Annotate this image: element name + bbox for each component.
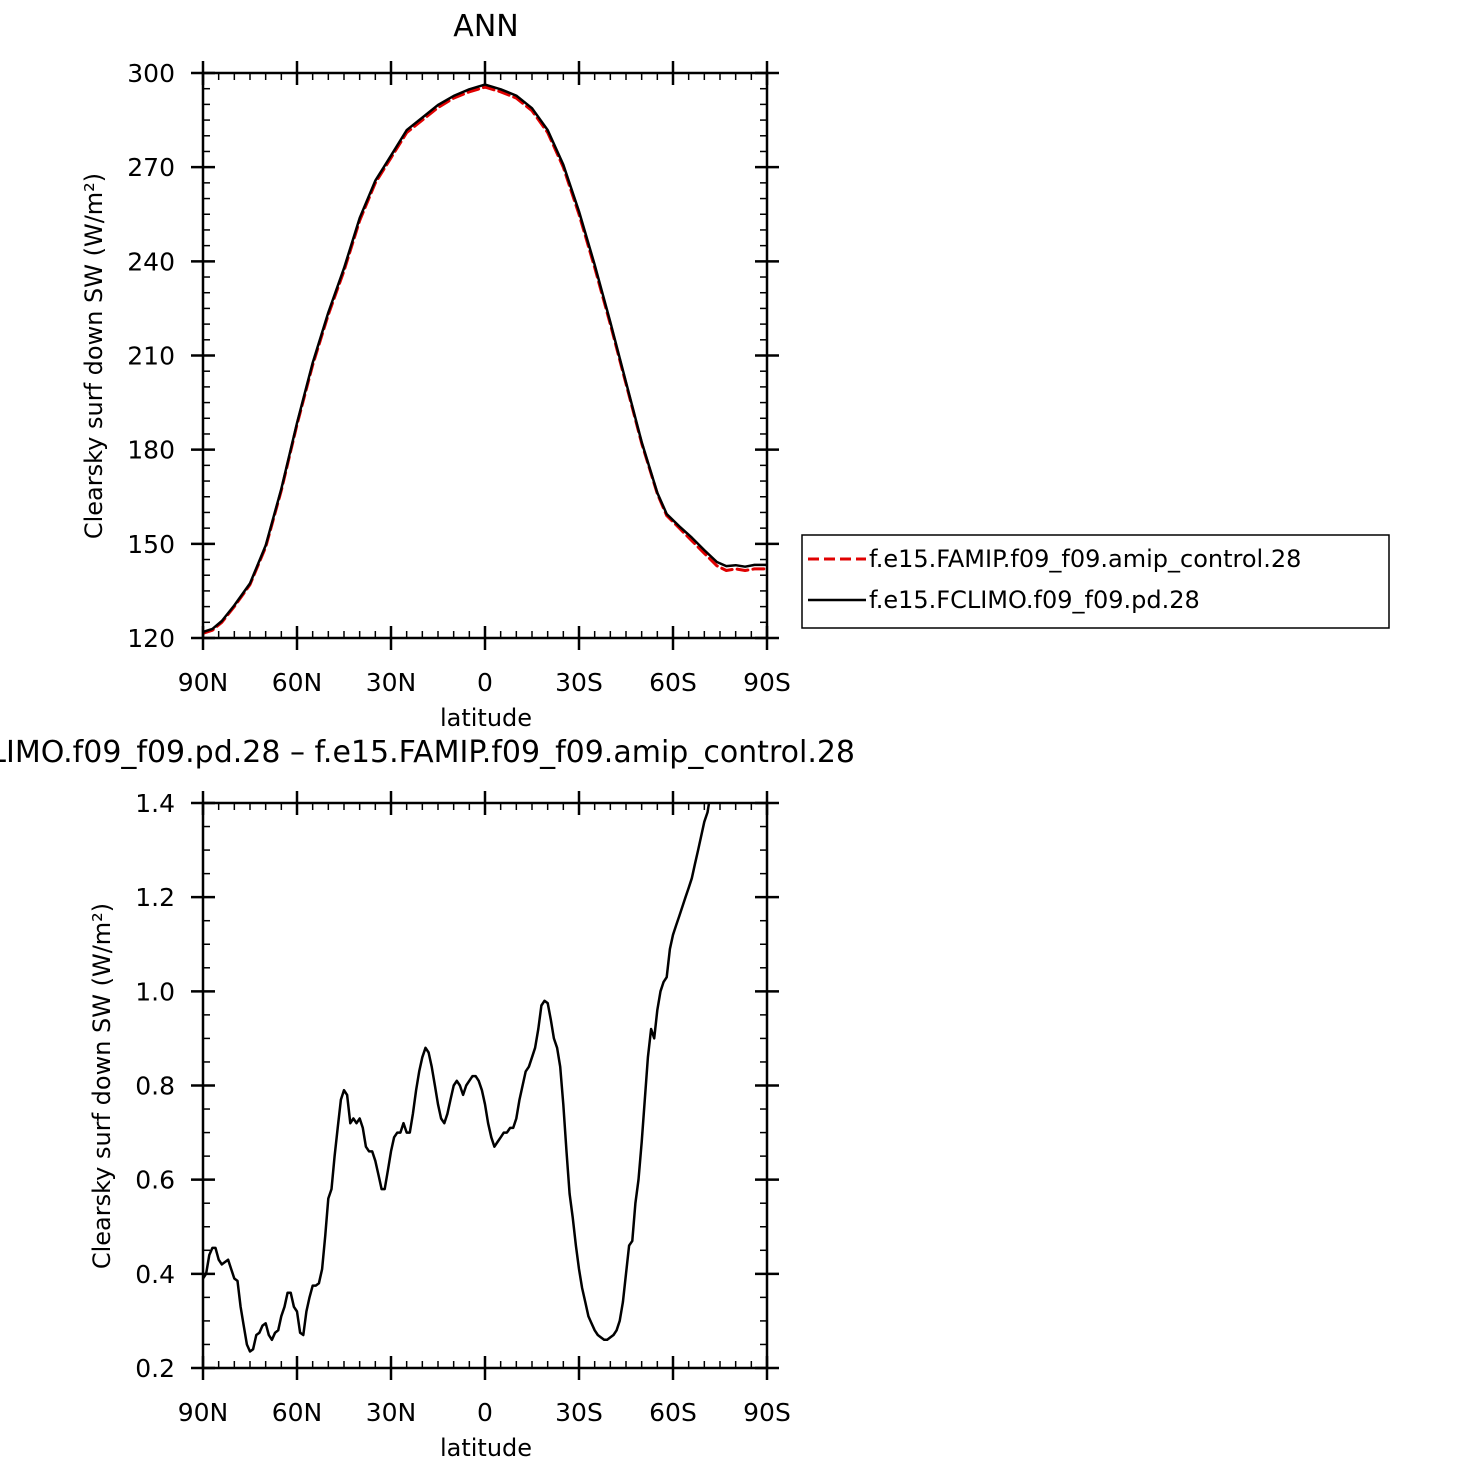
top-y-tick-label: 150 xyxy=(127,530,175,559)
bottom-y-tick-label: 0.6 xyxy=(135,1166,175,1195)
bottom-x-tick-label: 90S xyxy=(743,1398,791,1427)
bottom-y-tick-label: 1.4 xyxy=(135,789,175,818)
bottom-x-tick-label: 60N xyxy=(272,1398,323,1427)
top-plot-title: ANN xyxy=(453,9,518,44)
bottom-y-tick-label: 0.8 xyxy=(135,1072,175,1101)
top-x-tick-label: 30S xyxy=(555,668,603,697)
top-y-tick-label: 240 xyxy=(127,247,175,276)
top-y-tick-label: 120 xyxy=(127,624,175,653)
bottom-x-tick-label: 30S xyxy=(555,1398,603,1427)
bottom-x-tick-label: 0 xyxy=(477,1398,493,1427)
legend-label-fclimo: f.e15.FCLIMO.f09_f09.pd.28 xyxy=(869,586,1200,614)
top-x-tick-label: 90S xyxy=(743,668,791,697)
bottom-x-tick-label: 60S xyxy=(649,1398,697,1427)
bottom-y-tick-label: 1.2 xyxy=(135,883,175,912)
top-y-axis-label: Clearsky surf down SW (W/m²) xyxy=(80,173,108,539)
top-series-line-1 xyxy=(203,83,767,634)
top-x-tick-label: 60S xyxy=(649,668,697,697)
bottom-series-line-0 xyxy=(203,803,711,1353)
bottom-x-tick-label: 90N xyxy=(178,1398,229,1427)
top-x-tick-label: 60N xyxy=(272,668,323,697)
top-x-tick-label: 0 xyxy=(477,668,493,697)
top-series-group xyxy=(203,83,767,635)
top-series-line-0 xyxy=(203,85,767,635)
bottom-y-tick-label: 1.0 xyxy=(135,977,175,1006)
top-plot-frame xyxy=(201,71,769,640)
top-y-tick-label: 210 xyxy=(127,342,175,371)
top-y-tick-label: 270 xyxy=(127,153,175,182)
top-y-tick-label: 300 xyxy=(127,59,175,88)
bottom-panel: f.e15.FCLIMO.f09_f09.pd.28 – f.e15.FAMIP… xyxy=(0,735,855,1462)
top-x-tick-label: 90N xyxy=(178,668,229,697)
legend-label-famip: f.e15.FAMIP.f09_f09.amip_control.28 xyxy=(869,545,1301,573)
top-ticks-group: 90N 60N 30N 0 30S 60S 90S 120 150 180 210 240 270 300 xyxy=(127,59,791,697)
bottom-plot-frame xyxy=(201,801,769,1370)
bottom-series-group xyxy=(203,803,711,1353)
bottom-ticks-group: 90N 60N 30N 0 30S 60S 90S 0.2 0.4 0.6 0.8 1.0 1.2 1.4 xyxy=(135,789,791,1427)
legend: f.e15.FAMIP.f09_f09.amip_control.28 f.e1… xyxy=(801,534,1390,629)
top-x-axis-label: latitude xyxy=(440,704,532,732)
top-panel: ANN 90N 60N 30N 0 30S 60S 90S 120 150 180 210 240 27… xyxy=(80,9,791,732)
legend-box xyxy=(801,534,1390,629)
bottom-y-tick-label: 0.2 xyxy=(135,1354,175,1383)
top-y-tick-label: 180 xyxy=(127,436,175,465)
top-x-tick-label: 30N xyxy=(366,668,417,697)
bottom-plot-title: f.e15.FCLIMO.f09_f09.pd.28 – f.e15.FAMIP… xyxy=(0,735,855,770)
bottom-x-tick-label: 30N xyxy=(366,1398,417,1427)
bottom-y-axis-label: Clearsky surf down SW (W/m²) xyxy=(88,903,116,1269)
bottom-x-axis-label: latitude xyxy=(440,1434,532,1462)
bottom-y-tick-label: 0.4 xyxy=(135,1260,175,1289)
